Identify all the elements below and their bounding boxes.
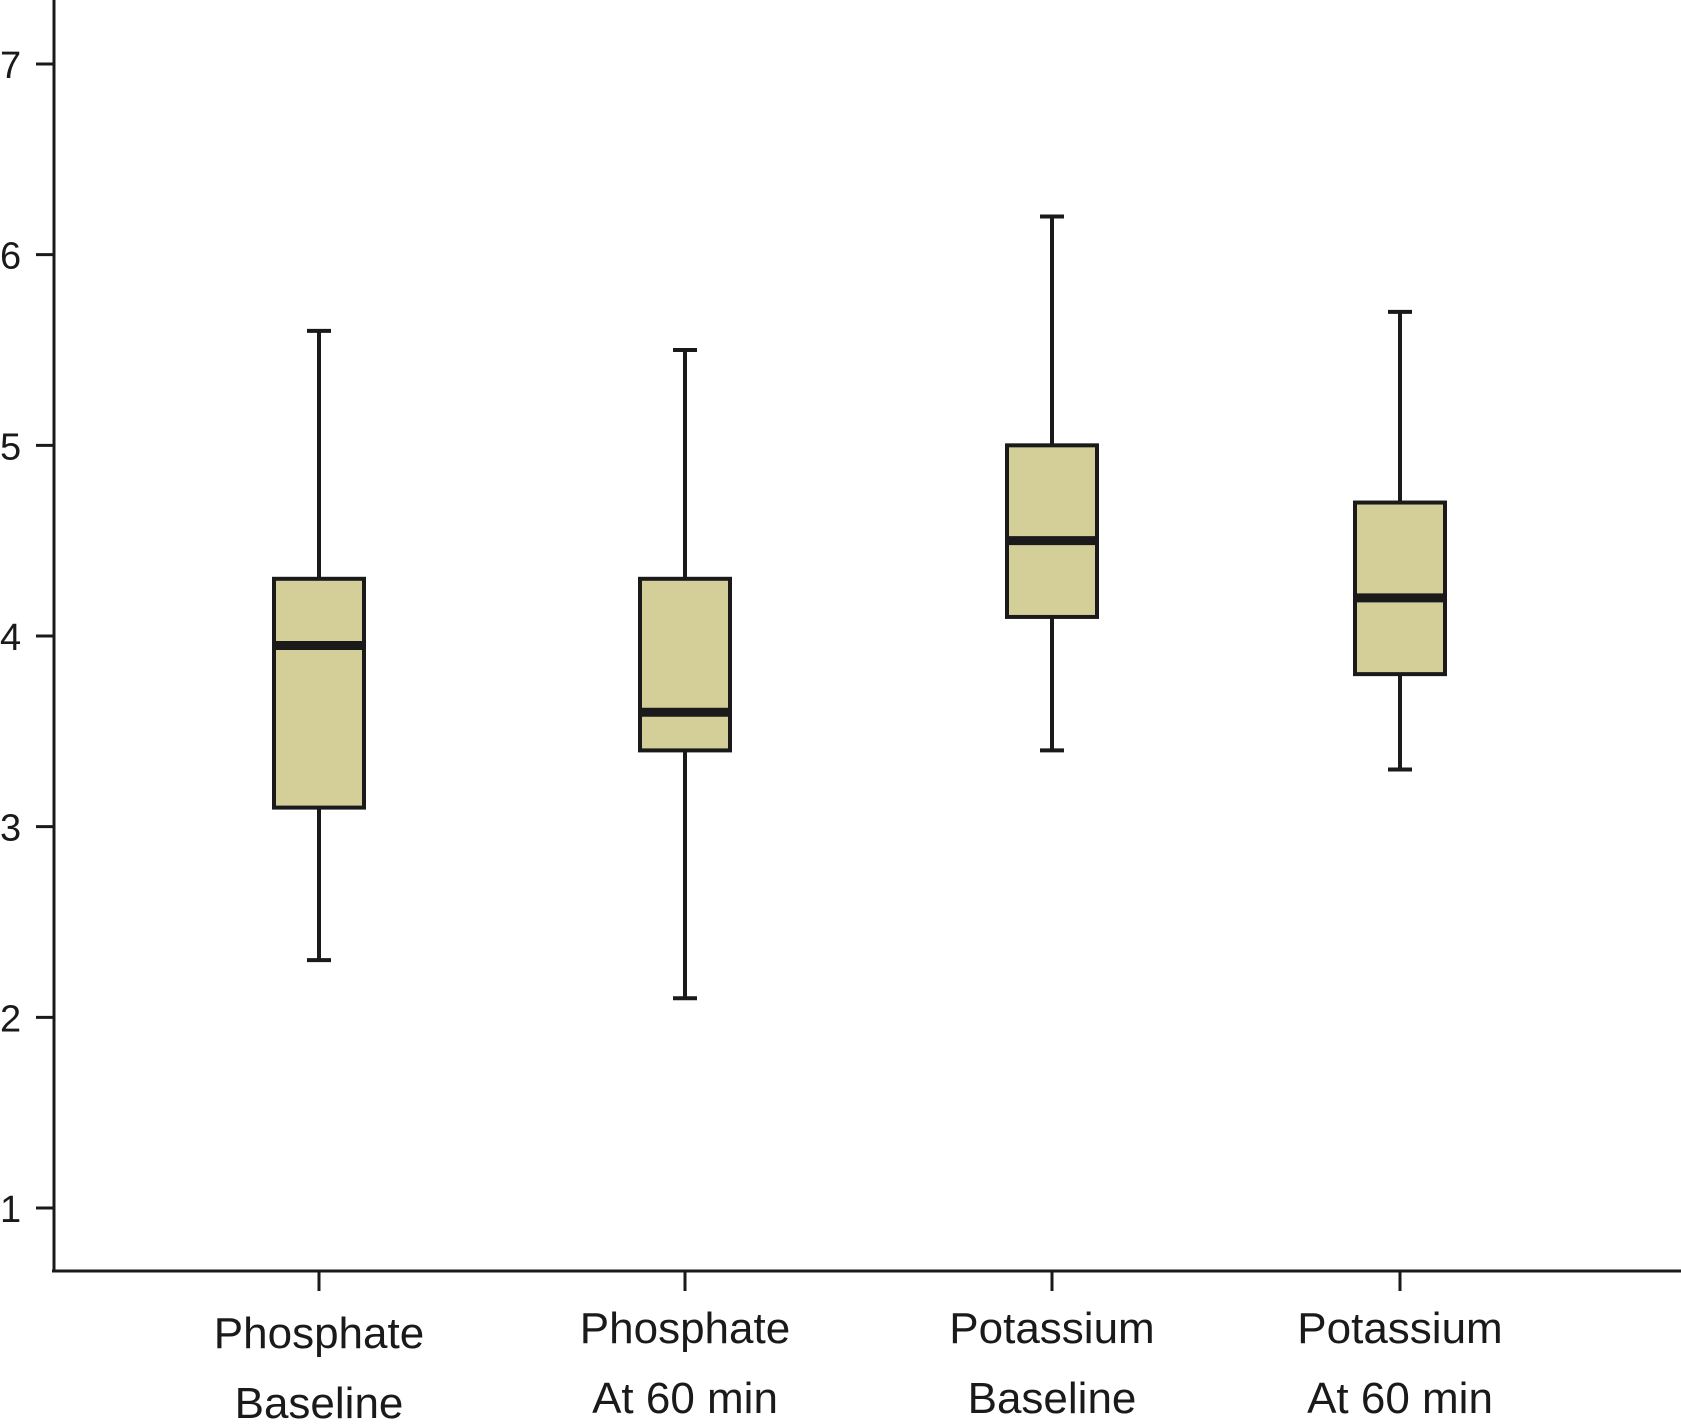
- y-tick-label: 2: [0, 998, 21, 1040]
- y-tick-label: 7: [0, 45, 21, 87]
- box-iqr: [272, 576, 366, 810]
- x-category-label-line2: Baseline: [968, 1374, 1137, 1423]
- y-tick-label: 1: [0, 1189, 21, 1231]
- box-iqr: [1353, 500, 1447, 677]
- box-group: [1005, 214, 1099, 753]
- box-iqr: [1005, 443, 1099, 619]
- y-tick-label: 4: [0, 617, 21, 659]
- x-category-label-line2: At 60 min: [592, 1374, 778, 1423]
- x-category-label-line2: At 60 min: [1307, 1374, 1493, 1423]
- y-ticks: 1 2 3 4 5 6 7: [0, 45, 54, 1231]
- x-category-label-line1: Phosphate: [214, 1309, 424, 1358]
- x-category-labels: Phosphate Baseline Phosphate At 60 min Potas…: [214, 1271, 1503, 1426]
- y-tick-label: 5: [0, 426, 21, 468]
- x-category-label-line1: Potassium: [949, 1304, 1154, 1353]
- box-group: [1353, 309, 1447, 772]
- box-group: [272, 328, 366, 963]
- x-category-label-line1: Phosphate: [580, 1304, 790, 1353]
- y-tick-label: 3: [0, 808, 21, 850]
- x-category-label-line2: Baseline: [235, 1379, 404, 1426]
- boxes: [272, 214, 1447, 1001]
- box-iqr: [638, 576, 732, 753]
- y-tick-label: 6: [0, 236, 21, 278]
- box-group: [638, 348, 732, 1001]
- x-category-label-line1: Potassium: [1297, 1304, 1502, 1353]
